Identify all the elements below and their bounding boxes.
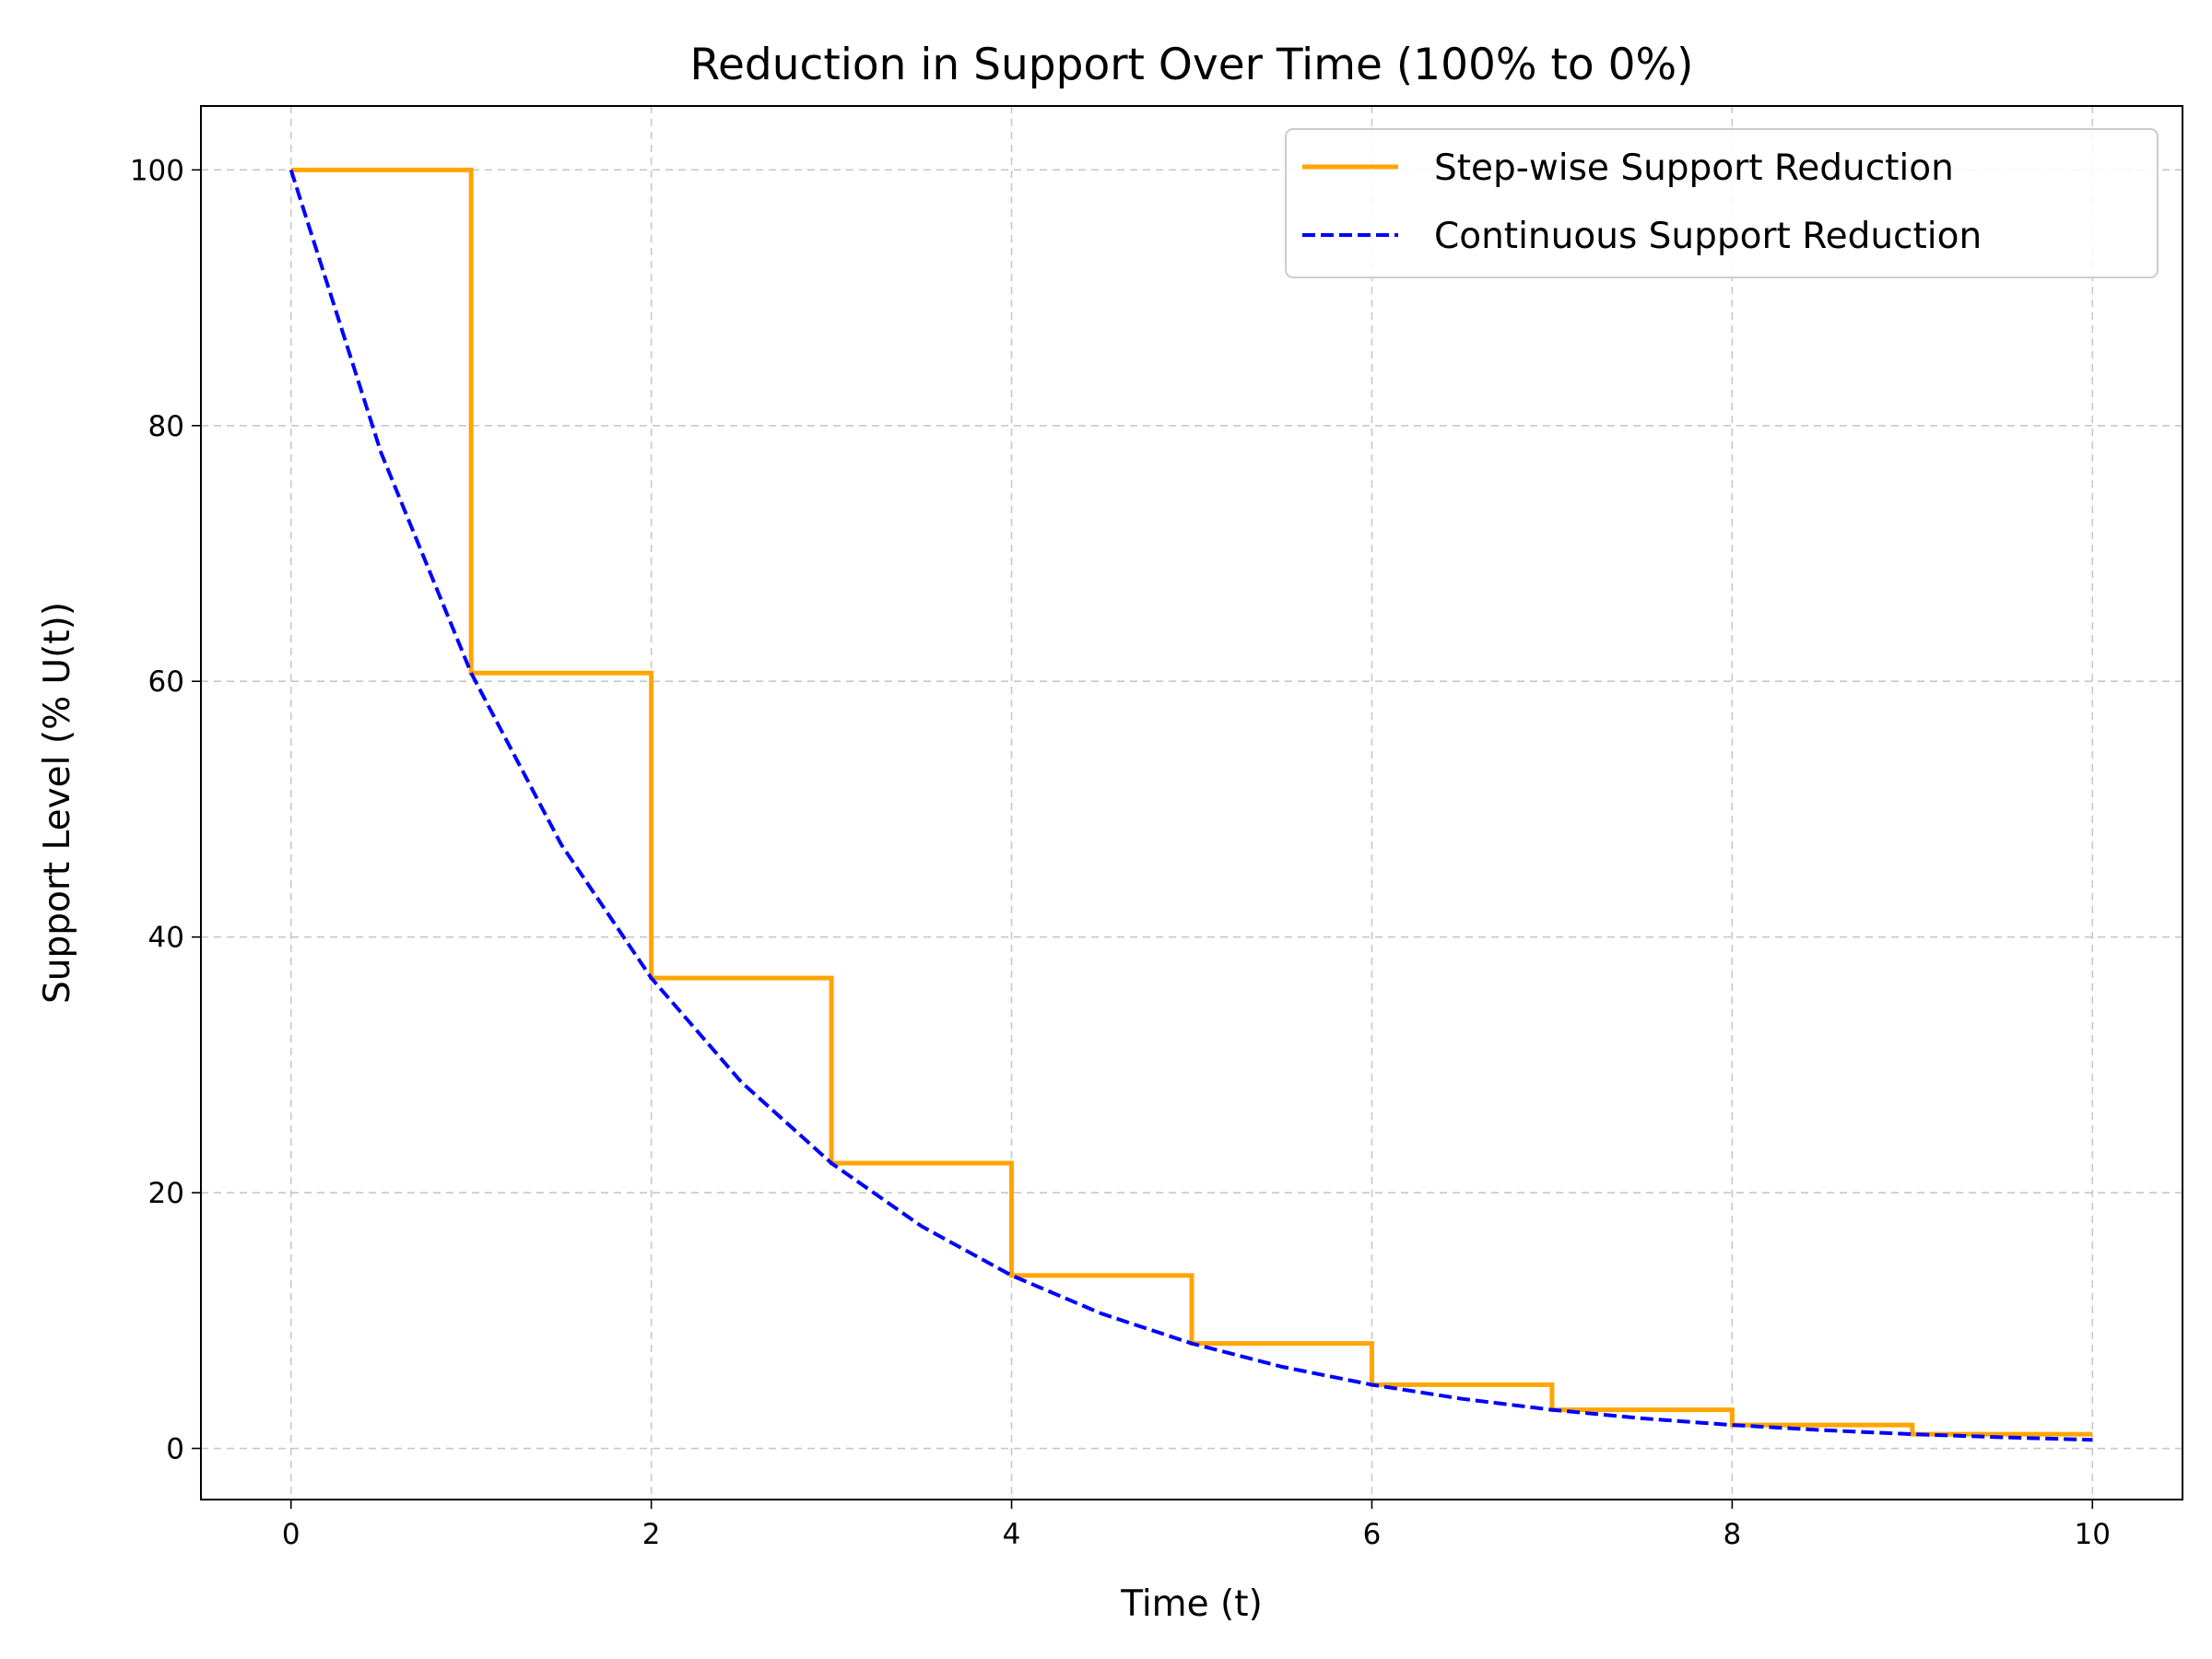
x-tick-label: 0 <box>282 1518 300 1551</box>
y-tick-label: 20 <box>148 1177 184 1210</box>
x-tick-label: 2 <box>642 1518 661 1551</box>
x-tick-label: 6 <box>1363 1518 1382 1551</box>
y-tick-label: 80 <box>148 410 184 443</box>
legend-box <box>1285 128 2159 278</box>
y-tick-label: 60 <box>148 665 184 699</box>
x-tick-label: 8 <box>1723 1518 1741 1551</box>
y-axis-label: Support Level (% U(t)) <box>37 602 78 1004</box>
legend-label-step: Step-wise Support Reduction <box>1434 147 1954 189</box>
chart-title: Reduction in Support Over Time (100% to … <box>689 40 1693 90</box>
y-tick-label: 100 <box>130 154 184 187</box>
series-line-step <box>290 167 2093 1437</box>
x-tick-label: 10 <box>2075 1518 2111 1551</box>
legend: Step-wise Support Reduction Continuous S… <box>1285 128 2159 278</box>
y-tick-label: 40 <box>148 922 184 955</box>
series-line-continuous <box>288 169 2093 1442</box>
x-axis-label: Time (t) <box>1120 1583 1263 1625</box>
x-tick-label: 4 <box>1003 1518 1021 1551</box>
y-tick-label: 0 <box>166 1433 184 1466</box>
plot-frame <box>200 105 2183 1500</box>
plot-area <box>288 167 2093 1442</box>
legend-label-continuous: Continuous Support Reduction <box>1434 216 1982 257</box>
